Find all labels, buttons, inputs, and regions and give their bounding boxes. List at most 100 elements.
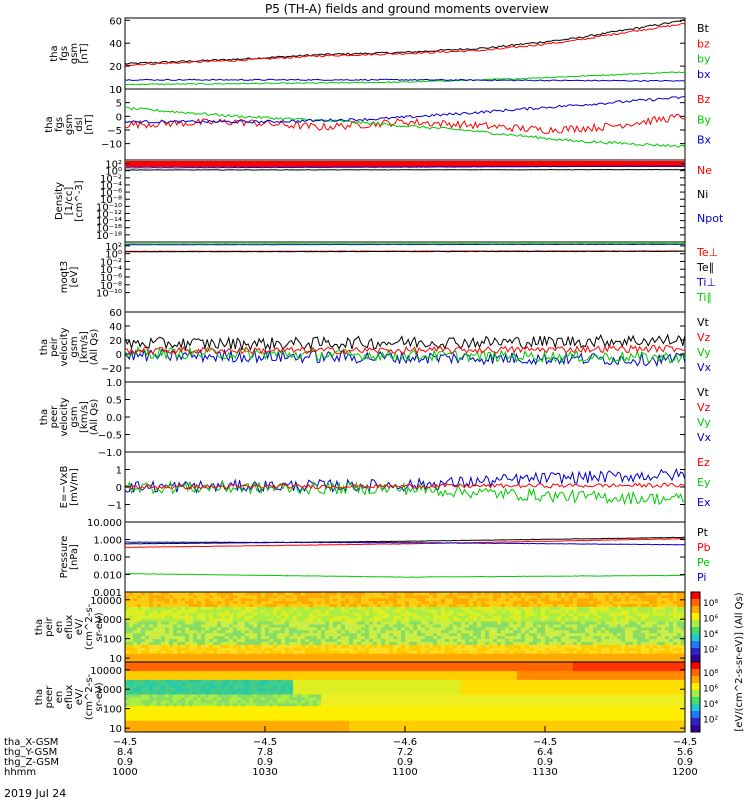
spectrogram-cell (393, 621, 398, 625)
spectrogram-cell (481, 600, 486, 605)
spectrogram-cell (381, 592, 386, 596)
spectrogram-cell (145, 682, 150, 686)
spectrogram-cell (345, 659, 350, 663)
spectrogram-cell (393, 638, 398, 642)
spectrogram-cell (645, 609, 650, 613)
legend-Vz: Vz (697, 401, 711, 414)
spectrogram-cell (457, 632, 462, 637)
spectrogram-cell (537, 618, 542, 622)
spectrogram-cell (285, 726, 290, 730)
spectrogram-cell (345, 699, 350, 704)
spectrogram-cell (197, 624, 202, 628)
spectrogram-cell (465, 594, 470, 599)
spectrogram-cell (437, 597, 442, 602)
spectrogram-cell (197, 685, 202, 689)
spectrogram-cell (241, 609, 246, 613)
spectrogram-cell (217, 644, 222, 648)
spectrogram-cell (165, 662, 170, 666)
spectrogram-cell (673, 627, 678, 631)
spectrogram-cell (577, 653, 582, 657)
spectrogram-cell (281, 627, 286, 631)
spectrogram-cell (305, 702, 310, 707)
spectrogram-cell (493, 656, 498, 660)
spectrogram-cell (217, 635, 222, 640)
spectrogram-cell (605, 606, 610, 610)
spectrogram-cell (585, 629, 590, 634)
spectrogram-cell (173, 714, 178, 718)
y-axis-label: peir (49, 336, 60, 356)
spectrogram-cell (141, 670, 146, 675)
spectrogram-cell (249, 650, 254, 654)
spectrogram-cell (333, 594, 338, 599)
spectrogram-cell (441, 644, 446, 648)
spectrogram-cell (633, 627, 638, 631)
spectrogram-cell (253, 618, 258, 622)
spectrogram-cell (421, 635, 426, 640)
spectrogram-cell (493, 635, 498, 640)
spectrogram-cell (169, 711, 174, 715)
spectrogram-cell (493, 659, 498, 663)
spectrogram-cell (293, 656, 298, 660)
spectrogram-cell (261, 600, 266, 605)
spectrogram-cell (605, 650, 610, 654)
spectrogram-cell (289, 606, 294, 610)
spectrogram-cell (253, 699, 258, 704)
spectrogram-cell (173, 638, 178, 642)
spectrogram-cell (249, 702, 254, 707)
spectrogram-cell (297, 592, 302, 596)
spectrogram-cell (553, 600, 558, 605)
spectrogram-cell (321, 647, 326, 651)
spectrogram-cell (613, 603, 618, 607)
spectrogram-cell (381, 629, 386, 634)
spectrogram-cell (473, 606, 478, 610)
spectrogram-cell (481, 592, 486, 596)
spectrogram-cell (473, 635, 478, 640)
spectrogram-cell (169, 606, 174, 610)
spectrogram-cell (401, 632, 406, 637)
spectrogram-cell (433, 621, 438, 625)
spectrogram-cell (377, 641, 382, 645)
spectrogram-cell (557, 653, 562, 657)
spectrogram-cell (409, 612, 414, 616)
spectrogram-cell (205, 632, 210, 637)
spectrogram-cell (141, 644, 146, 648)
spectrogram-cell (145, 714, 150, 718)
spectrogram-cell (409, 609, 414, 613)
spectrogram-cell (597, 612, 602, 616)
spectrogram-cell (329, 688, 334, 692)
spectrogram-cell (289, 697, 294, 701)
spectrogram-cell (173, 670, 178, 675)
spectrogram-cell (317, 723, 322, 727)
spectrogram-cell (189, 592, 194, 596)
spectrogram-cell (613, 638, 618, 642)
spectrogram-cell (589, 618, 594, 622)
spectrogram-cell (265, 720, 270, 724)
spectrogram-cell (349, 632, 354, 637)
spectrogram-cell (465, 644, 470, 648)
spectrogram-cell (309, 676, 314, 680)
spectrogram-cell (293, 714, 298, 718)
spectrogram-cell (317, 670, 322, 675)
spectrogram-cell (145, 627, 150, 631)
spectrogram-cell (477, 594, 482, 599)
spectrogram-cell (229, 647, 234, 651)
spectrogram-cell (253, 632, 258, 637)
spectrogram-cell (137, 597, 142, 602)
spectrogram-cell (273, 615, 278, 619)
spectrogram-cell (413, 632, 418, 637)
spectrogram-cell (333, 618, 338, 622)
spectrogram-cell (221, 600, 226, 605)
spectrogram-cell (141, 682, 146, 686)
spectrogram-cell (249, 664, 254, 669)
spectrogram-cell (329, 694, 334, 698)
spectrogram-cell (429, 609, 434, 613)
spectrogram-cell (149, 659, 154, 663)
spectrogram-cell (349, 723, 354, 727)
spectrogram-cell (285, 621, 290, 625)
spectrogram-cell (257, 592, 262, 596)
spectrogram-cell (405, 641, 410, 645)
spectrogram-cell (333, 621, 338, 625)
spectrogram-cell (289, 717, 294, 721)
spectrogram-cell (329, 691, 334, 695)
spectrogram-cell (169, 615, 174, 619)
